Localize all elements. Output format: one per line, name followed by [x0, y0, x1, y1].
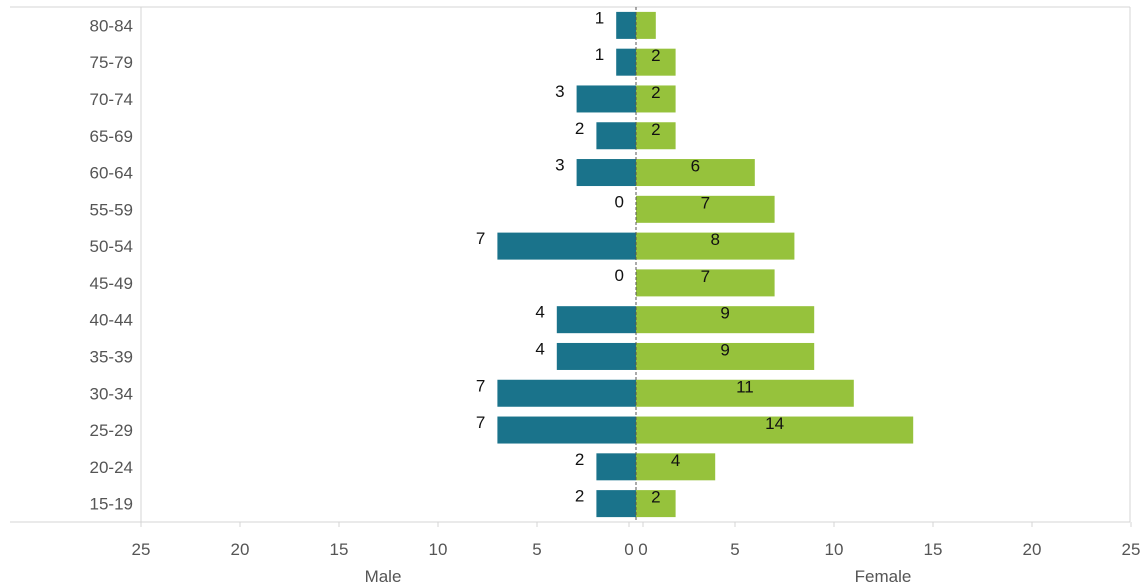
female-bar-55-59	[636, 195, 775, 223]
male-x-tick-label-25: 25	[132, 540, 151, 559]
male-bar-25-29	[497, 416, 636, 444]
male-value-label-15-19: 2	[575, 487, 584, 506]
male-bar-40-44	[556, 306, 636, 334]
female-bar-65-69	[636, 122, 676, 150]
female-bar-15-19	[636, 490, 676, 518]
female-value-label-75-79: 2	[651, 46, 660, 65]
category-label-20-24: 20-24	[90, 458, 133, 477]
male-value-label-30-34: 7	[476, 376, 485, 395]
male-bar-80-84	[616, 11, 636, 39]
male-bar-70-74	[576, 85, 636, 113]
category-label-70-74: 70-74	[90, 90, 133, 109]
category-labels-layer: 80-84 75-79 70-74 65-69 60-64 55-59 50-54 45-49…	[90, 16, 133, 513]
male-x-tick-label-5: 5	[532, 540, 541, 559]
male-x-tick-label-20: 20	[231, 540, 250, 559]
x-ticks-layer: 0 0 5 5 10 10 15 15 20 20 25 25	[132, 522, 1141, 559]
female-x-tick-label-5: 5	[730, 540, 739, 559]
female-bar-20-24	[636, 453, 716, 481]
female-bar-25-29	[636, 416, 914, 444]
female-bar-70-74	[636, 85, 676, 113]
female-x-tick-label-15: 15	[924, 540, 943, 559]
male-x-tick-label-10: 10	[429, 540, 448, 559]
male-bar-35-39	[556, 342, 636, 370]
male-value-label-80-84: 1	[595, 8, 604, 27]
female-value-label-70-74: 2	[651, 83, 660, 102]
female-bar-35-39	[636, 342, 815, 370]
chart-frame	[10, 6, 1131, 523]
male-value-label-20-24: 2	[575, 450, 584, 469]
male-x-tick-label-15: 15	[330, 540, 349, 559]
category-label-55-59: 55-59	[90, 200, 133, 219]
female-bar-60-64	[636, 159, 755, 187]
female-value-label-50-54: 8	[710, 230, 719, 249]
female-x-tick-label-0: 0	[638, 540, 647, 559]
male-bar-65-69	[596, 122, 636, 150]
female-bar-40-44	[636, 306, 815, 334]
female-bar-50-54	[636, 232, 795, 260]
female-x-tick-label-25: 25	[1122, 540, 1141, 559]
female-value-label-30-34: 11	[736, 377, 754, 396]
category-label-35-39: 35-39	[90, 347, 133, 366]
male-bar-60-64	[576, 159, 636, 187]
value-labels-layer: 11 23 22 23 60 77 80 74 94 97 117 142 42 2	[476, 8, 784, 506]
category-label-80-84: 80-84	[90, 16, 133, 35]
male-bar-75-79	[616, 48, 636, 76]
category-label-15-19: 15-19	[90, 495, 133, 514]
female-value-label-25-29: 14	[765, 414, 784, 433]
category-label-75-79: 75-79	[90, 53, 133, 72]
female-value-label-40-44: 9	[720, 304, 729, 323]
male-value-label-45-49: 0	[615, 266, 624, 285]
female-value-label-60-64: 6	[691, 157, 700, 176]
category-label-40-44: 40-44	[90, 311, 133, 330]
male-value-label-50-54: 7	[476, 229, 485, 248]
female-bar-80-84	[636, 11, 656, 39]
male-value-label-55-59: 0	[615, 192, 624, 211]
female-value-label-55-59: 7	[701, 193, 710, 212]
female-x-tick-label-10: 10	[825, 540, 844, 559]
male-value-label-75-79: 1	[595, 45, 604, 64]
male-value-label-40-44: 4	[535, 303, 544, 322]
female-value-label-65-69: 2	[651, 120, 660, 139]
male-value-label-25-29: 7	[476, 413, 485, 432]
female-value-label-35-39: 9	[720, 340, 729, 359]
female-x-tick-label-20: 20	[1023, 540, 1042, 559]
x-axis-title-male: Male	[365, 567, 402, 586]
female-value-label-15-19: 2	[651, 488, 660, 507]
category-label-60-64: 60-64	[90, 164, 133, 183]
male-value-label-35-39: 4	[535, 339, 544, 358]
bars-layer	[497, 11, 914, 518]
male-bar-30-34	[497, 379, 636, 407]
category-label-30-34: 30-34	[90, 384, 133, 403]
category-label-25-29: 25-29	[90, 421, 133, 440]
male-bar-20-24	[596, 453, 636, 481]
category-label-65-69: 65-69	[90, 127, 133, 146]
male-value-label-60-64: 3	[555, 156, 564, 175]
male-bar-15-19	[596, 490, 636, 518]
female-bar-30-34	[636, 379, 854, 407]
female-value-label-20-24: 4	[671, 451, 680, 470]
category-label-45-49: 45-49	[90, 274, 133, 293]
category-label-50-54: 50-54	[90, 237, 133, 256]
male-value-label-65-69: 2	[575, 119, 584, 138]
male-bar-50-54	[497, 232, 636, 260]
female-bar-75-79	[636, 48, 676, 76]
female-bar-45-49	[636, 269, 775, 297]
female-value-label-45-49: 7	[701, 267, 710, 286]
x-axis-title-female: Female	[855, 567, 912, 586]
male-x-tick-label-0: 0	[624, 540, 633, 559]
male-value-label-70-74: 3	[555, 82, 564, 101]
